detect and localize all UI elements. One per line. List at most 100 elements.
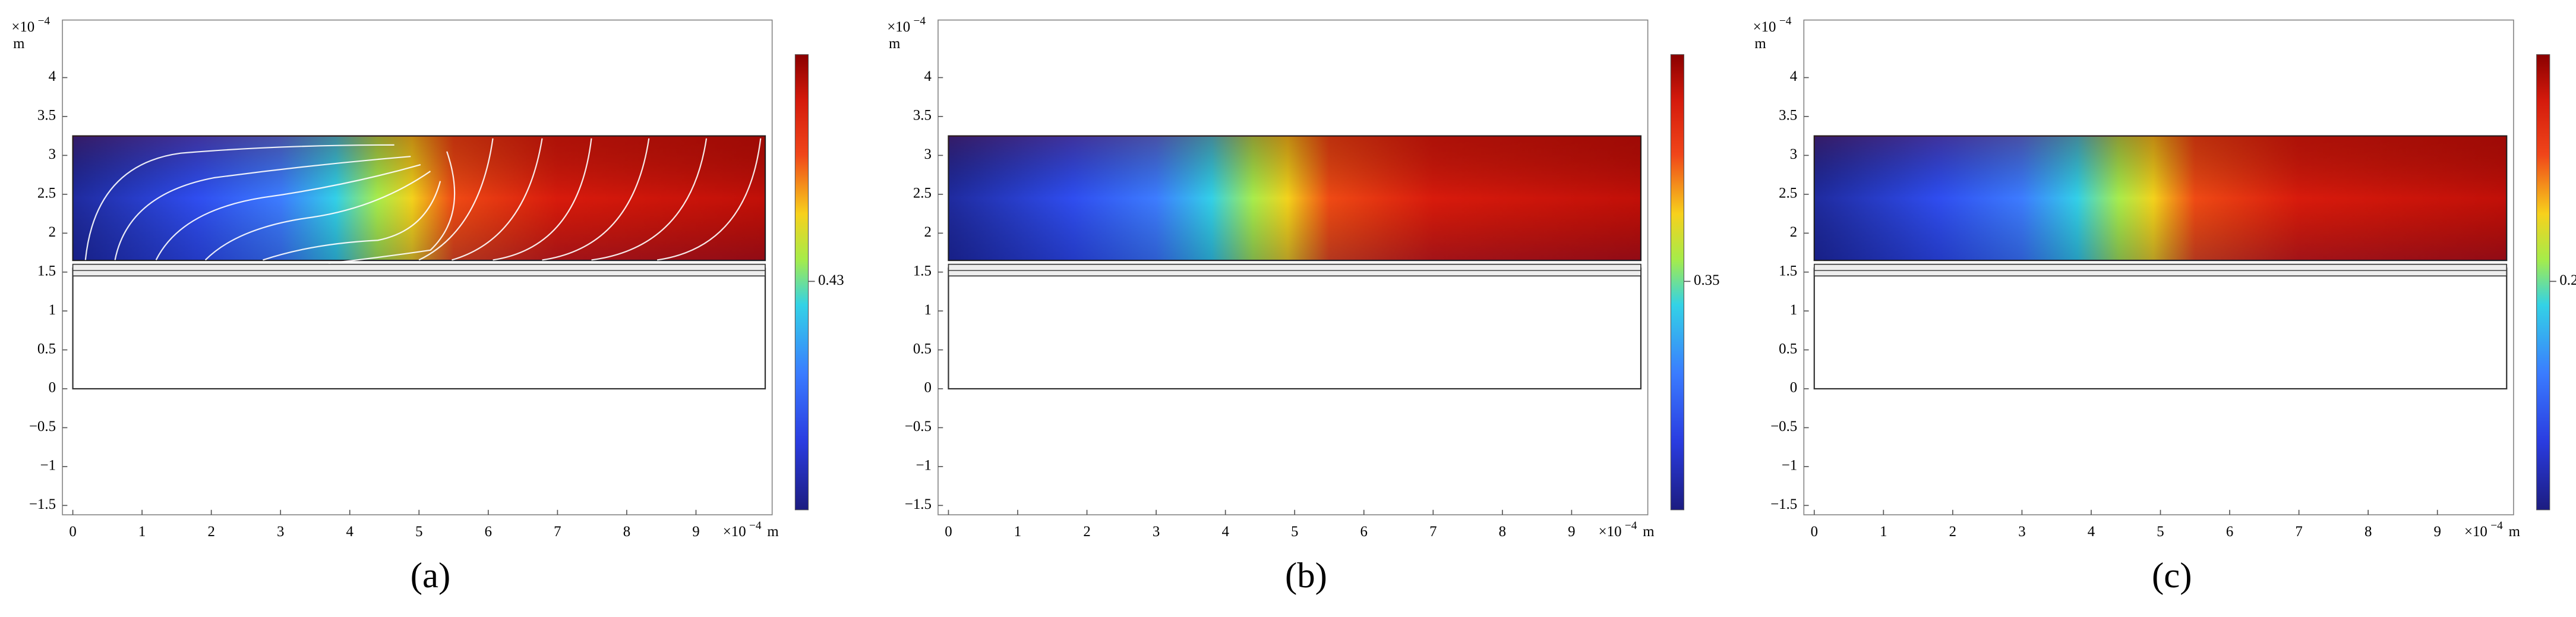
y-scale-base: ×10 <box>887 19 910 35</box>
y-tick-label: 1.5 <box>1779 263 1797 279</box>
x-tick-label: 1 <box>138 524 146 540</box>
y-tick-label: 3 <box>924 146 931 162</box>
y-tick-label: 1 <box>924 302 931 318</box>
streamline <box>263 181 441 261</box>
y-tick-label: 2.5 <box>37 185 56 202</box>
x-unit: m <box>1643 524 1654 540</box>
y-tick-label: 0.5 <box>37 341 56 357</box>
streamline <box>591 138 708 261</box>
field-shade <box>948 136 1641 261</box>
x-tick-label: 2 <box>1949 524 1956 540</box>
y-tick-label: −0.5 <box>905 418 932 435</box>
y-tick-label: −1.5 <box>29 496 56 512</box>
x-tick-label: 1 <box>1880 524 1887 540</box>
panel-label: (a) <box>411 556 451 596</box>
y-tick-label: −1.5 <box>905 496 932 512</box>
lower-domain <box>948 267 1642 390</box>
panel: 0 1 2 3 4 5 6 7 8 9 −1.5 −1 −0.5 0 0.5 1 1.5 2 2.5 3 3.5 4 ×10… <box>1753 15 2576 596</box>
x-tick-label: 7 <box>554 524 561 540</box>
y-tick-label: −0.5 <box>1770 418 1797 435</box>
x-scale-base: ×10 <box>2464 524 2487 540</box>
streamline <box>204 171 431 261</box>
x-tick-label: 5 <box>415 524 422 540</box>
y-unit: m <box>1754 36 1766 52</box>
plot-frame <box>937 19 1649 515</box>
x-tick-label: 6 <box>2226 524 2233 540</box>
panel-label: (c) <box>2152 556 2192 596</box>
y-tick-label: −1 <box>916 458 931 474</box>
x-unit: m <box>2509 524 2520 540</box>
y-tick-label: 0 <box>1790 380 1797 396</box>
x-tick-label: 3 <box>1153 524 1160 540</box>
streamline <box>452 138 543 261</box>
y-tick-label: 2 <box>49 224 56 240</box>
x-tick-label: 6 <box>1360 524 1368 540</box>
x-scale-base: ×10 <box>723 524 746 540</box>
y-tick-label: −0.5 <box>29 418 56 435</box>
streamline <box>542 138 650 261</box>
streamline <box>656 138 762 261</box>
streamline <box>155 163 421 260</box>
panel: 0 1 2 3 4 5 6 7 8 9 −1.5 −1 −0.5 0 0.5 1 1.5 2 2.5 3 3.5 4 ×10… <box>887 15 1719 596</box>
x-tick-label: 8 <box>1499 524 1506 540</box>
y-tick-label: −1.5 <box>1770 496 1797 512</box>
y-tick-label: 1 <box>49 302 56 318</box>
x-scale-exp: −4 <box>1625 520 1637 532</box>
y-tick-label: 4 <box>49 68 56 84</box>
y-scale-exp: −4 <box>38 15 50 27</box>
x-tick-label: 1 <box>1014 524 1021 540</box>
y-tick-label: 3 <box>49 146 56 162</box>
lower-domain <box>72 267 766 390</box>
x-scale-base: ×10 <box>1599 524 1622 540</box>
y-tick-label: 0 <box>49 380 56 396</box>
streamline <box>84 144 394 260</box>
y-tick-label: 1.5 <box>37 263 56 279</box>
y-tick-label: 3 <box>1790 146 1797 162</box>
y-tick-label: 2 <box>1790 224 1797 240</box>
panel-label: (b) <box>1285 556 1327 596</box>
y-tick-label: 2 <box>924 224 931 240</box>
streamline <box>418 138 494 261</box>
y-tick-label: 3.5 <box>913 108 932 124</box>
x-tick-label: 9 <box>692 524 699 540</box>
x-tick-label: 0 <box>69 524 76 540</box>
x-tick-label: 5 <box>1291 524 1298 540</box>
colorbar-tick-label: 0.35 <box>1694 272 1720 288</box>
colorbar <box>1670 54 1684 511</box>
x-tick-label: 8 <box>2365 524 2372 540</box>
x-tick-label: 7 <box>2295 524 2302 540</box>
x-tick-label: 2 <box>1083 524 1090 540</box>
x-tick-label: 2 <box>207 524 214 540</box>
x-scale-exp: −4 <box>2490 520 2503 532</box>
y-tick-label: −1 <box>1782 458 1797 474</box>
lower-domain <box>1813 267 2508 390</box>
plot-frame <box>62 19 773 515</box>
field-shade <box>72 136 766 261</box>
x-tick-label: 9 <box>2433 524 2441 540</box>
y-tick-label: 2.5 <box>913 185 932 202</box>
colorbar <box>794 54 809 511</box>
y-scale-base: ×10 <box>1753 19 1776 35</box>
y-scale-base: ×10 <box>11 19 34 35</box>
x-tick-label: 4 <box>346 524 354 540</box>
x-tick-label: 4 <box>1221 524 1229 540</box>
y-tick-label: 3.5 <box>1779 108 1797 124</box>
streamline <box>328 151 456 265</box>
y-tick-label: 0 <box>924 380 931 396</box>
x-tick-label: 7 <box>1429 524 1437 540</box>
panel: 0 1 2 3 4 5 6 7 8 9 −1.5 −1 −0.5 0 0.5 1 1.5 2 2.5 3 3.5 4 ×10… <box>11 15 844 596</box>
y-tick-label: 1 <box>1790 302 1797 318</box>
x-scale-exp: −4 <box>749 520 762 532</box>
streamline <box>493 138 592 261</box>
y-scale-exp: −4 <box>1779 15 1792 27</box>
x-tick-label: 0 <box>945 524 952 540</box>
x-unit: m <box>767 524 778 540</box>
x-tick-label: 9 <box>1568 524 1575 540</box>
colorbar-tick-label: 0.24 <box>2559 272 2576 288</box>
y-tick-label: 1.5 <box>913 263 932 279</box>
y-tick-label: −1 <box>40 458 56 474</box>
x-tick-label: 6 <box>485 524 492 540</box>
colorbar <box>2536 54 2550 511</box>
